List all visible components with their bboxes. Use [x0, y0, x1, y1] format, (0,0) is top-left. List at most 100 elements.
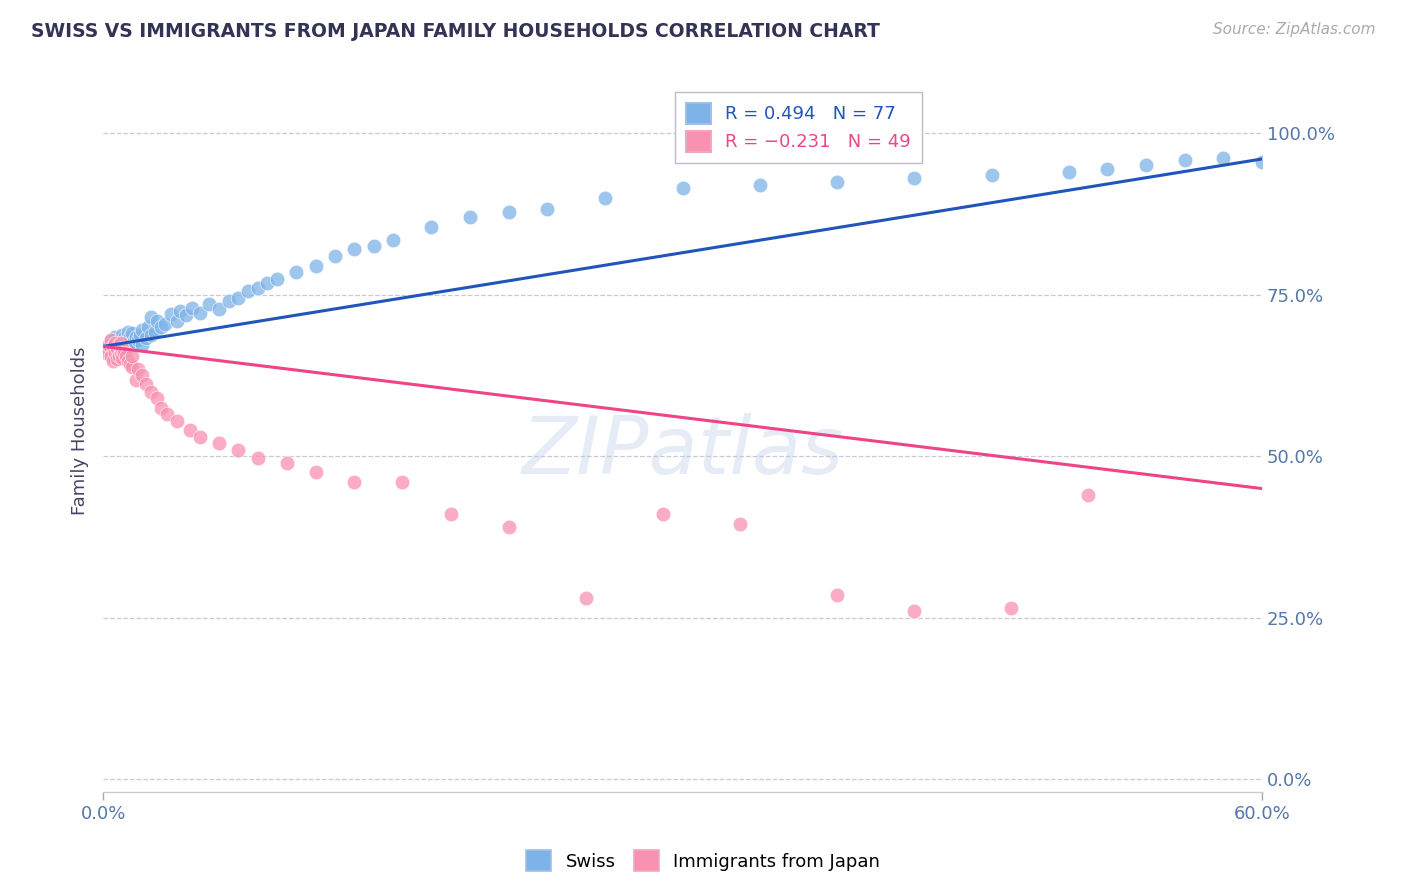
Point: [146, 313, 169, 327]
Point: [218, 294, 240, 309]
Point: [101, 338, 124, 352]
Point: [458, 210, 481, 224]
Point: [181, 301, 204, 315]
Point: [107, 349, 129, 363]
Point: [323, 249, 346, 263]
Point: [1077, 488, 1099, 502]
Point: [104, 346, 127, 360]
Point: [208, 436, 231, 450]
Point: [179, 424, 201, 438]
Point: [440, 508, 463, 522]
Point: [96, 346, 118, 360]
Point: [593, 191, 616, 205]
Point: [110, 346, 132, 360]
Point: [112, 346, 135, 360]
Point: [188, 430, 211, 444]
Point: [159, 307, 181, 321]
Point: [343, 243, 366, 257]
Point: [117, 336, 139, 351]
Point: [1135, 158, 1157, 172]
Point: [246, 281, 269, 295]
Point: [748, 178, 770, 192]
Point: [652, 508, 675, 522]
Point: [246, 450, 269, 465]
Point: [391, 475, 413, 489]
Point: [135, 376, 157, 391]
Point: [110, 336, 132, 351]
Point: [228, 291, 250, 305]
Point: [101, 349, 124, 363]
Point: [420, 219, 443, 234]
Point: [111, 351, 134, 365]
Point: [104, 329, 127, 343]
Point: [115, 341, 138, 355]
Point: [363, 239, 385, 253]
Text: ZIPatlas: ZIPatlas: [522, 413, 844, 491]
Point: [105, 346, 128, 360]
Point: [101, 353, 124, 368]
Point: [174, 309, 197, 323]
Point: [111, 341, 134, 355]
Y-axis label: Family Households: Family Households: [72, 346, 89, 515]
Point: [107, 334, 129, 349]
Point: [166, 414, 188, 428]
Text: SWISS VS IMMIGRANTS FROM JAPAN FAMILY HOUSEHOLDS CORRELATION CHART: SWISS VS IMMIGRANTS FROM JAPAN FAMILY HO…: [31, 22, 880, 41]
Point: [228, 442, 250, 457]
Point: [104, 341, 127, 355]
Point: [575, 591, 598, 606]
Point: [166, 313, 188, 327]
Point: [150, 401, 173, 415]
Point: [96, 339, 118, 353]
Point: [671, 181, 693, 195]
Point: [120, 358, 142, 372]
Legend: R = 0.494   N = 77, R = −0.231   N = 49: R = 0.494 N = 77, R = −0.231 N = 49: [675, 92, 922, 162]
Point: [107, 338, 129, 352]
Point: [115, 333, 138, 347]
Point: [1097, 161, 1119, 176]
Point: [903, 604, 925, 618]
Point: [285, 265, 308, 279]
Point: [276, 456, 298, 470]
Point: [110, 343, 132, 357]
Point: [105, 352, 128, 367]
Point: [156, 407, 179, 421]
Point: [236, 285, 259, 299]
Point: [266, 271, 288, 285]
Point: [1212, 151, 1234, 165]
Point: [188, 306, 211, 320]
Point: [128, 327, 150, 342]
Point: [1251, 155, 1274, 169]
Point: [127, 333, 149, 347]
Point: [825, 588, 848, 602]
Point: [256, 276, 278, 290]
Point: [115, 349, 138, 363]
Point: [150, 320, 173, 334]
Point: [730, 517, 752, 532]
Point: [112, 338, 135, 352]
Point: [111, 339, 134, 353]
Point: [104, 336, 127, 351]
Point: [498, 520, 520, 534]
Point: [111, 327, 134, 342]
Point: [343, 475, 366, 489]
Point: [122, 334, 145, 349]
Point: [141, 327, 163, 342]
Point: [131, 338, 153, 352]
Point: [125, 373, 148, 387]
Point: [131, 323, 153, 337]
Text: Source: ZipAtlas.com: Source: ZipAtlas.com: [1212, 22, 1375, 37]
Point: [536, 202, 558, 217]
Point: [1057, 165, 1080, 179]
Point: [121, 360, 143, 375]
Point: [100, 333, 122, 347]
Point: [100, 349, 122, 363]
Point: [100, 346, 122, 360]
Point: [120, 329, 142, 343]
Point: [110, 331, 132, 345]
Point: [117, 325, 139, 339]
Point: [105, 341, 128, 355]
Point: [121, 349, 143, 363]
Point: [146, 391, 169, 405]
Point: [125, 329, 148, 343]
Point: [141, 384, 163, 399]
